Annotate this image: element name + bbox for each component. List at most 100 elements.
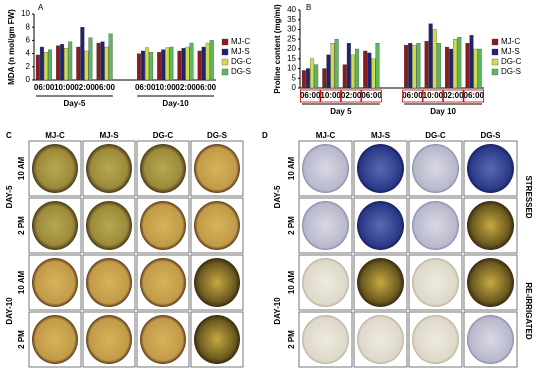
leaf-disc: [194, 201, 240, 250]
leaf-disc: [86, 201, 132, 250]
bar: [189, 42, 194, 81]
y-tick-label: 2: [26, 62, 31, 71]
panel-label: B: [306, 3, 311, 12]
group-label: DAY-5: [5, 185, 14, 208]
column-header: DG-S: [481, 131, 502, 140]
panel-label: D: [262, 131, 268, 140]
bar: [453, 39, 458, 89]
group-label: Day 10: [430, 107, 456, 116]
bar: [473, 48, 478, 89]
x-tick-box: [361, 89, 382, 103]
leaf-disc: [412, 201, 459, 250]
leaf-disc: [467, 315, 514, 364]
legend-swatch: [491, 68, 499, 76]
bar: [165, 47, 170, 81]
bar: [305, 68, 310, 89]
y-tick-label: 40: [287, 5, 296, 14]
bar: [424, 41, 429, 89]
y-tick-label: 10: [21, 9, 30, 18]
condition-label: STRESSED: [524, 175, 533, 218]
row-label: 2 PM: [287, 216, 296, 235]
bar: [201, 46, 206, 81]
x-tick-box: [463, 89, 484, 103]
bar: [412, 44, 417, 89]
x-tick-box: [422, 89, 444, 103]
leaf-disc: [32, 315, 78, 364]
bar: [141, 50, 145, 81]
bar: [145, 47, 150, 81]
bar: [88, 37, 93, 81]
bar: [457, 37, 462, 89]
column-header: MJ-C: [45, 131, 65, 140]
leaf-disc: [86, 258, 132, 307]
bar: [197, 50, 202, 81]
leaf-disc: [302, 201, 349, 250]
group-label: Day-5: [64, 99, 86, 108]
leaf-disc: [140, 201, 186, 250]
leaf-disc: [140, 315, 186, 364]
group-label: DAY-10: [273, 297, 282, 325]
bar: [449, 48, 454, 89]
x-tick-box: [300, 89, 321, 103]
x-tick-label: 10:00: [54, 83, 75, 92]
leaf-disc: [32, 258, 78, 307]
bar: [169, 46, 174, 81]
bar: [84, 50, 89, 81]
x-tick-box: [443, 89, 464, 103]
bar: [80, 27, 85, 81]
column-header: DG-S: [207, 131, 228, 140]
legend-label: DG-S: [231, 67, 251, 76]
y-tick-label: 6: [26, 36, 31, 45]
x-tick-label: 06:00: [135, 83, 156, 92]
bar: [64, 48, 69, 81]
leaf-disc: [140, 258, 186, 307]
x-tick-label: 06:00: [464, 91, 485, 100]
y-tick-label: 10: [287, 64, 296, 73]
y-tick-label: 20: [287, 44, 296, 53]
bar: [342, 64, 347, 89]
bar: [404, 44, 409, 89]
bar: [43, 52, 48, 81]
x-tick-label: 02:00: [175, 83, 196, 92]
bar: [205, 42, 210, 81]
leaf-disc: [194, 315, 240, 364]
row-label: 2 PM: [17, 216, 26, 235]
leaf-disc: [86, 315, 132, 364]
y-tick-label: 0: [26, 75, 31, 84]
bar: [367, 52, 372, 89]
y-axis-label: Proline content (mg/ml): [273, 4, 282, 94]
y-tick-label: 30: [287, 25, 296, 34]
bar: [149, 52, 154, 81]
column-header: MJ-C: [316, 131, 336, 140]
bar: [209, 40, 214, 81]
leaf-disc: [412, 144, 459, 193]
bar: [469, 35, 474, 89]
row-label: 2 PM: [287, 330, 296, 349]
panel-label: A: [38, 3, 44, 12]
group-label: Day-10: [162, 99, 189, 108]
x-tick-label: 10:00: [155, 83, 176, 92]
bar: [436, 43, 441, 89]
legend-label: MJ-C: [231, 37, 250, 46]
leaf-disc: [302, 144, 349, 193]
leaf-disc: [467, 201, 514, 250]
x-tick-label: 06:00: [196, 83, 217, 92]
leaf-disc: [357, 315, 404, 364]
leaf-disc: [302, 258, 349, 307]
group-label: DAY-5: [273, 185, 282, 208]
bar: [346, 43, 351, 89]
bar: [301, 70, 306, 89]
x-tick-label: 10:00: [320, 91, 341, 100]
bar: [330, 43, 335, 89]
column-header: MJ-S: [99, 131, 119, 140]
x-tick-label: 06:00: [95, 83, 116, 92]
bar: [96, 42, 101, 81]
group-label: DAY-10: [5, 297, 14, 325]
x-tick-label: 06:00: [34, 83, 55, 92]
leaf-disc: [412, 315, 459, 364]
legend-swatch: [491, 38, 499, 46]
bar: [68, 41, 73, 81]
bar: [445, 46, 449, 89]
row-label: 10 AM: [287, 271, 296, 295]
